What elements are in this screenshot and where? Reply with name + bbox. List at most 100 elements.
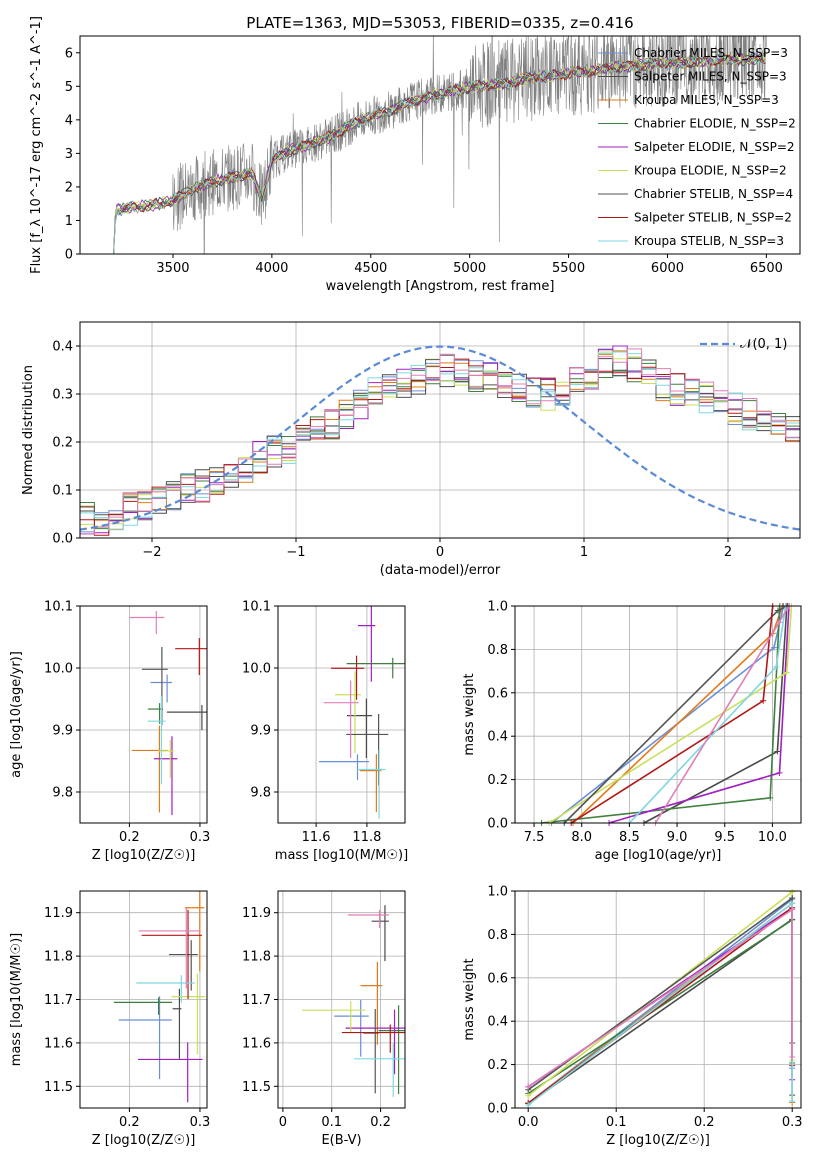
x-tick-label: 4500 [354, 261, 387, 276]
cumulative-marker [774, 748, 781, 755]
x-tick-label: 0.3 [190, 830, 211, 845]
y-tick-label: 1.0 [487, 600, 508, 615]
x-tick-label: 9.0 [667, 830, 688, 845]
x-tick-label: 6500 [750, 261, 783, 276]
y-axis-label: mass weight [462, 958, 477, 1040]
y-tick-label: 11.5 [44, 1080, 73, 1095]
y-tick-label: 11.7 [44, 993, 73, 1008]
x-tick-label: 0.3 [782, 1115, 803, 1130]
cumulative-series [628, 605, 787, 824]
y-tick-label: 0.1 [52, 484, 73, 499]
axes-frame [514, 890, 802, 1109]
y-tick-label: 9.8 [250, 786, 271, 801]
y-tick-label: 9.9 [250, 724, 271, 739]
y-tick-label: 6 [65, 46, 73, 61]
y-tick-label: 3 [65, 147, 73, 162]
axes-frame [277, 605, 406, 824]
cumulative-marker [776, 619, 783, 626]
y-tick-label: 11.9 [242, 906, 271, 921]
x-tick-label: 3500 [156, 261, 189, 276]
x-axis-label: mass [log10(M/M☉)] [275, 848, 408, 863]
y-tick-label: 0.3 [52, 388, 73, 403]
y-tick-label: 11.6 [242, 1036, 271, 1051]
x-tick-label: 0.2 [694, 1115, 715, 1130]
x-axis-label: wavelength [Angstrom, rest frame] [326, 279, 555, 294]
cumulative-series [527, 896, 793, 1091]
gaussian-curve [80, 345, 800, 531]
y-axis-label: Normed distribution [21, 365, 36, 495]
y-tick-label: 0.2 [487, 773, 508, 788]
cumulative-marker [773, 663, 780, 670]
x-axis-label: (data-model)/error [380, 563, 501, 578]
cumulative-marker [789, 895, 796, 902]
x-tick-label: 0.0 [518, 1115, 539, 1130]
cumulative-series [527, 908, 793, 1088]
x-tick-label: 11.6 [302, 830, 331, 845]
spectrum-model-line [113, 52, 766, 254]
legend-entry: Chabrier STELIB, N_SSP=4 [634, 187, 793, 201]
y-tick-label: 1 [65, 214, 73, 229]
y-tick-label: 9.8 [52, 786, 73, 801]
legend-entry: Salpeter MILES, N_SSP=3 [634, 70, 787, 84]
error-bars [113, 891, 206, 1103]
x-tick-label: 0.1 [606, 1115, 627, 1130]
y-tick-label: 11.5 [242, 1080, 271, 1095]
y-tick-label: 0.4 [487, 1015, 508, 1030]
cumulative-lines [538, 603, 795, 826]
x-tick-label: 8.0 [571, 830, 592, 845]
y-tick-label: 0.6 [487, 686, 508, 701]
x-tick-label: 5000 [453, 261, 486, 276]
axes-frame [79, 605, 208, 824]
axes-frame [514, 605, 802, 824]
y-tick-label: 1.0 [487, 885, 508, 900]
y-tick-label: 10.1 [242, 600, 271, 615]
y-tick-label: 0.0 [52, 532, 73, 547]
y-tick-label: 10.0 [44, 662, 73, 677]
plot-massweight_vs_Z: 0.0 0.1 0.2 0.3 0.0 0.2 0.4 0.6 0.8 1.0 Z [log10(Z… [462, 885, 803, 1149]
x-tick-label: 0.2 [119, 1115, 140, 1130]
cumulative-series [527, 917, 793, 1105]
y-tick-label: 10.0 [242, 662, 271, 677]
x-tick-label: −1 [286, 545, 305, 560]
error-bars [302, 905, 405, 1097]
y-tick-label: 11.8 [242, 950, 271, 965]
error-bars [129, 610, 207, 816]
plot-age_vs_mass: 11.6 11.8 9.8 9.9 10.0 10.1 mass [log10(M/M☉)] [242, 600, 408, 864]
spectrum-data [113, 36, 767, 254]
y-tick-label: 11.9 [44, 906, 73, 921]
cumulative-marker [789, 906, 796, 913]
x-axis-label: Z [log10(Z/Z☉)] [606, 1133, 710, 1148]
legend-entry: Kroupa ELODIE, N_SSP=2 [634, 164, 787, 178]
cumulative-marker [525, 1092, 532, 1099]
y-tick-label: 0.2 [487, 1058, 508, 1073]
legend-entry: Salpeter STELIB, N_SSP=2 [634, 211, 792, 225]
x-tick-label: 10.0 [758, 830, 787, 845]
plot-spectrum: Chabrier MILES, N_SSP=3 Salpeter MILES, N… [29, 16, 801, 294]
y-tick-label: 0.8 [487, 643, 508, 658]
x-tick-label: 11.8 [352, 830, 381, 845]
cumulative-marker [789, 1053, 796, 1060]
y-axis-label: mass weight [462, 673, 477, 755]
cumulative-marker [783, 669, 790, 676]
x-tick-label: 4000 [255, 261, 288, 276]
cumulative-marker [770, 644, 777, 651]
legend-entry: Kroupa STELIB, N_SSP=3 [634, 234, 784, 248]
legend-entry: Chabrier ELODIE, N_SSP=2 [634, 117, 796, 131]
histogram-series [80, 348, 800, 535]
y-axis-label: Flux [f_λ 10^-17 erg cm^-2 s^-1 A^-1] [29, 16, 44, 274]
x-tick-label: 0 [436, 545, 444, 560]
y-tick-label: 0.8 [487, 928, 508, 943]
x-tick-label: 0.2 [119, 830, 140, 845]
figure-title: PLATE=1363, MJD=53053, FIBERID=0335, z=0… [246, 14, 633, 32]
x-axis-label: E(B-V) [321, 1133, 361, 1148]
spectrum-model-line [113, 54, 766, 254]
legend-entry: Salpeter ELODIE, N_SSP=2 [634, 140, 795, 154]
cumulative-marker [760, 697, 767, 704]
x-tick-label: 0.1 [321, 1115, 342, 1130]
y-tick-label: 0.4 [487, 730, 508, 745]
x-tick-label: 6000 [651, 261, 684, 276]
legend-entry: Chabrier MILES, N_SSP=3 [634, 46, 788, 60]
y-tick-label: 11.8 [44, 950, 73, 965]
x-axis-label: Z [log10(Z/Z☉)] [92, 1133, 196, 1148]
